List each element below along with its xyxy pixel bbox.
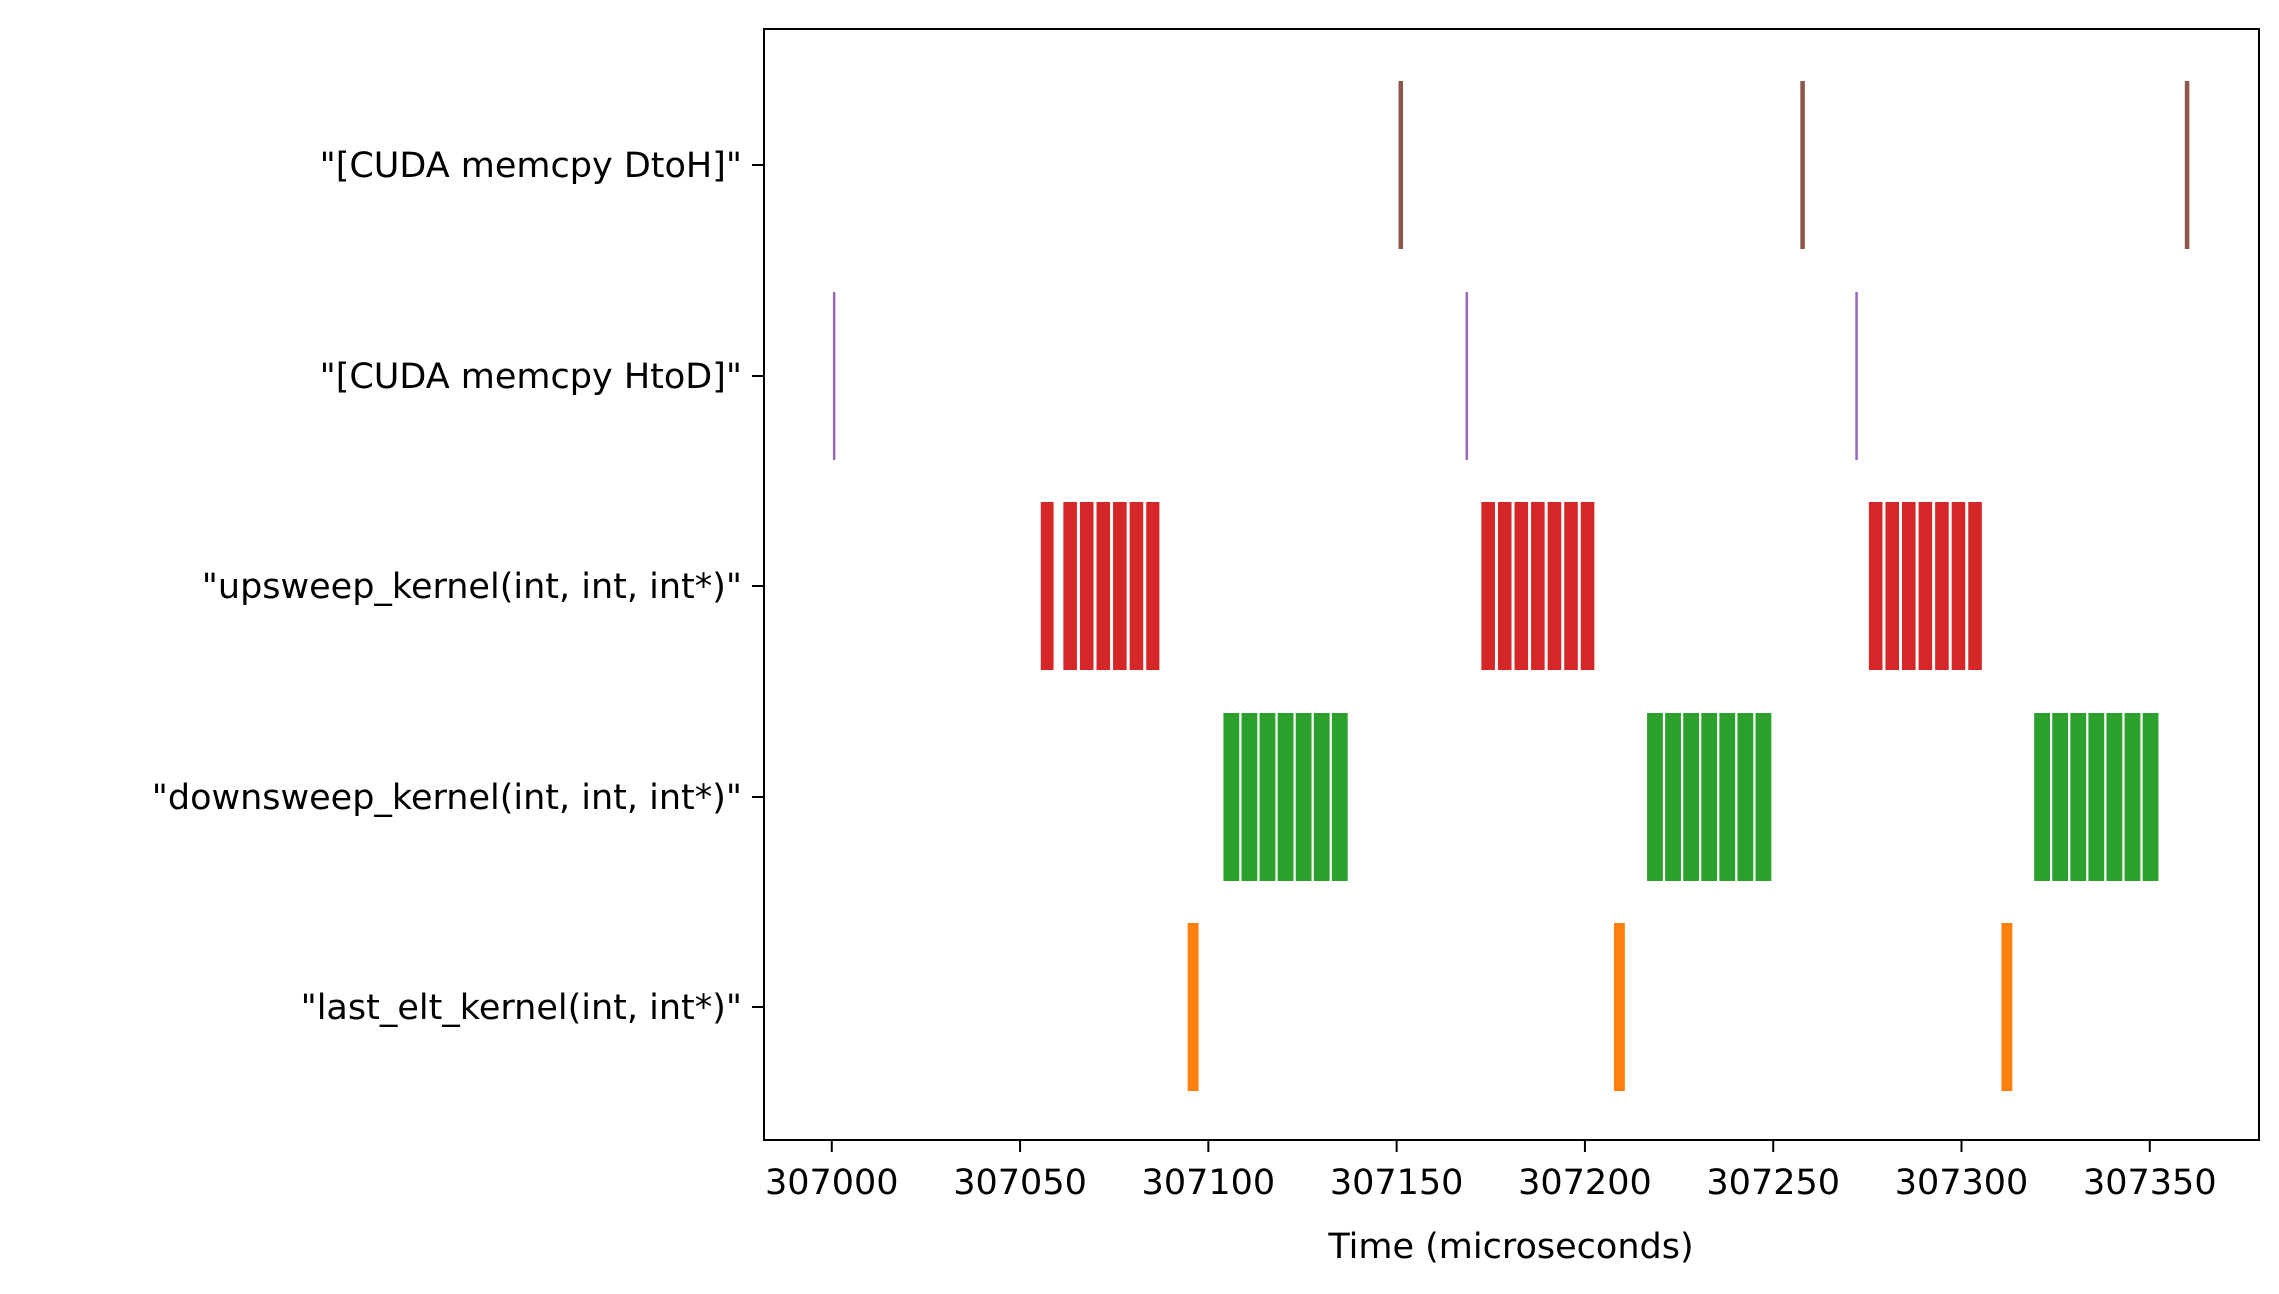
event-bar-row2-1 (1063, 502, 1077, 670)
event-bar-row3-19 (2124, 713, 2141, 881)
event-bar-row2-8 (1497, 502, 1512, 670)
event-bar-row3-3 (1277, 713, 1294, 881)
event-bar-row2-11 (1547, 502, 1562, 670)
event-bar-row3-11 (1719, 713, 1736, 881)
event-bar-row4-2 (2001, 923, 2013, 1091)
event-bar-row3-5 (1313, 713, 1330, 881)
event-bar-row2-0 (1040, 502, 1054, 670)
event-bar-row2-3 (1096, 502, 1111, 670)
event-bar-row3-12 (1737, 713, 1754, 881)
event-bar-row1-1 (1465, 292, 1469, 460)
y-tick-label-2: "upsweep_kernel(int, int, int*)" (202, 567, 742, 607)
event-bar-row3-9 (1683, 713, 1700, 881)
event-bar-row3-17 (2088, 713, 2105, 881)
event-bar-row2-12 (1564, 502, 1578, 670)
event-bar-row3-16 (2070, 713, 2087, 881)
event-bar-row3-2 (1259, 713, 1276, 881)
x-tick-label-1: 307050 (953, 1163, 1087, 1203)
event-bar-row2-20 (1968, 502, 1982, 670)
event-bar-row2-16 (1902, 502, 1916, 670)
event-bar-row2-18 (1935, 502, 1949, 670)
event-bar-row3-0 (1223, 713, 1240, 881)
event-bar-row0-2 (2184, 81, 2190, 249)
event-bar-row1-2 (1855, 292, 1858, 460)
event-bar-row2-17 (1918, 502, 1933, 670)
y-tick-label-1: "[CUDA memcpy HtoD]" (320, 357, 742, 397)
event-bar-row2-13 (1580, 502, 1595, 670)
event-bar-row3-1 (1241, 713, 1258, 881)
event-bar-row1-0 (832, 292, 836, 460)
event-bar-row3-6 (1331, 713, 1348, 881)
event-bar-row3-14 (2034, 713, 2051, 881)
y-tick-label-0: "[CUDA memcpy DtoH]" (320, 146, 742, 186)
event-bars (832, 81, 2190, 1091)
event-bar-row2-5 (1129, 502, 1144, 670)
x-tick-label-3: 307150 (1330, 1163, 1464, 1203)
y-axis: "[CUDA memcpy DtoH]" "[CUDA memcpy HtoD]"… (152, 146, 764, 1028)
event-bar-row2-15 (1885, 502, 1899, 670)
event-bar-row2-10 (1531, 502, 1545, 670)
x-tick-label-6: 307300 (1895, 1163, 2029, 1203)
event-bar-row3-13 (1755, 713, 1772, 881)
event-bar-row2-7 (1481, 502, 1495, 670)
event-bar-row3-8 (1665, 713, 1681, 881)
x-tick-label-4: 307200 (1518, 1163, 1652, 1203)
event-bar-row0-0 (1398, 81, 1404, 249)
x-axis-label: Time (microseconds) (1327, 1227, 1693, 1267)
event-bar-row0-1 (1800, 81, 1805, 249)
event-bar-row4-0 (1187, 923, 1199, 1091)
event-bar-row2-4 (1113, 502, 1127, 670)
event-bar-row2-6 (1146, 502, 1160, 670)
x-tick-label-7: 307350 (2083, 1163, 2217, 1203)
x-tick-label-0: 307000 (765, 1163, 899, 1203)
event-bar-row2-19 (1951, 502, 1966, 670)
x-tick-label-2: 307100 (1142, 1163, 1276, 1203)
event-bar-row4-1 (1613, 923, 1625, 1091)
event-bar-row3-4 (1295, 713, 1312, 881)
event-bar-row3-7 (1647, 713, 1663, 881)
event-bar-row3-20 (2142, 713, 2159, 881)
y-tick-label-4: "last_elt_kernel(int, int*)" (301, 988, 742, 1028)
event-bar-row3-10 (1701, 713, 1718, 881)
x-tick-label-5: 307250 (1706, 1163, 1840, 1203)
x-axis: 307000 307050 307100 307150 307200 307250 3073… (765, 1140, 2217, 1203)
y-tick-label-3: "downsweep_kernel(int, int, int*)" (152, 778, 742, 818)
event-bar-row2-9 (1514, 502, 1529, 670)
event-bar-row3-15 (2052, 713, 2069, 881)
event-bar-row3-18 (2106, 713, 2123, 881)
plot-frame (763, 28, 2260, 1141)
event-bar-row2-2 (1079, 502, 1094, 670)
event-bar-row2-14 (1868, 502, 1883, 670)
